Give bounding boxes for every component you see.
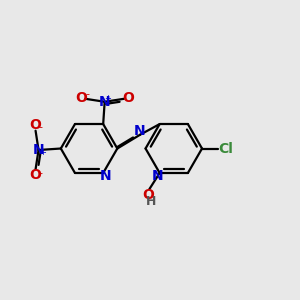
Text: -: - xyxy=(86,89,90,99)
Text: N: N xyxy=(152,169,163,183)
Text: O: O xyxy=(75,91,87,105)
Text: O: O xyxy=(122,91,134,105)
Text: -: - xyxy=(39,168,43,178)
Text: N: N xyxy=(134,124,146,138)
Text: O: O xyxy=(29,168,41,182)
Text: Cl: Cl xyxy=(218,142,233,155)
Text: N: N xyxy=(99,95,110,109)
Text: -: - xyxy=(39,122,43,132)
Text: +: + xyxy=(39,148,46,158)
Text: O: O xyxy=(142,188,154,202)
Text: N: N xyxy=(100,169,111,183)
Text: +: + xyxy=(104,94,111,103)
Text: O: O xyxy=(29,118,41,132)
Text: N: N xyxy=(33,143,44,157)
Text: H: H xyxy=(146,195,156,208)
